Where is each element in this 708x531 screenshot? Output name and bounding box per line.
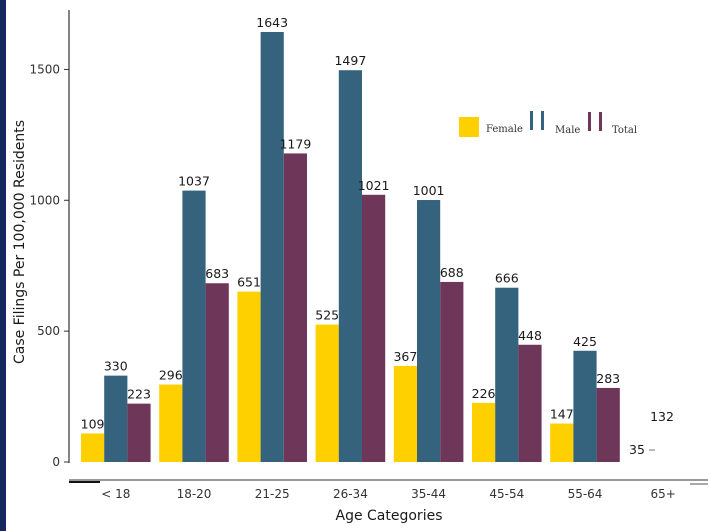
legend-swatch-male-a (530, 111, 533, 130)
data-label-male: 132 (650, 409, 674, 424)
bar-female (237, 291, 261, 462)
legend-swatch-total-a (588, 112, 591, 131)
legend-swatch-female (459, 117, 479, 137)
bar-male (260, 32, 284, 462)
data-label-total: 448 (518, 328, 542, 343)
x-tick-label: 45-54 (489, 487, 524, 501)
data-label-total: 283 (596, 371, 620, 386)
data-label-male: 666 (495, 271, 519, 286)
bar-male (495, 287, 519, 462)
data-label-female: 35 (629, 442, 645, 457)
bar-male (417, 200, 441, 462)
bar-male (182, 190, 206, 462)
legend-label-female: Female (486, 124, 523, 135)
legend-label-total: Total (612, 125, 637, 136)
data-label-total: 223 (127, 387, 151, 402)
y-tick-label: 0 (52, 455, 60, 469)
bar-female (472, 402, 496, 462)
data-label-male: 425 (573, 334, 597, 349)
bar-total (127, 403, 151, 462)
data-label-female: 651 (237, 275, 261, 290)
bar-male (104, 375, 128, 462)
bar-female (159, 384, 183, 462)
bar-male (573, 350, 597, 462)
data-label-male: 1001 (413, 183, 445, 198)
bar-female (393, 365, 417, 462)
left-border-strip (0, 0, 6, 531)
x-tick-label: 21-25 (255, 487, 290, 501)
legend-swatch-total-b (599, 112, 602, 131)
legend-swatch-male-b (541, 111, 544, 130)
x-tick-label: 65+ (651, 487, 676, 501)
bar-female (550, 423, 574, 462)
legend: Female Male Total (459, 111, 637, 137)
bar-total (283, 153, 307, 462)
data-label-female: 109 (81, 416, 105, 431)
data-label-female: 226 (472, 386, 496, 401)
bar-total (440, 281, 464, 462)
data-label-female: 147 (550, 407, 574, 422)
x-axis-title: Age Categories (336, 508, 443, 524)
y-tick-label: 1500 (29, 62, 60, 76)
x-tick-label: < 18 (101, 487, 130, 501)
y-tick-label: 1000 (29, 193, 60, 207)
y-tick-label: 500 (37, 324, 60, 338)
bar-total (596, 387, 620, 462)
data-label-female: 367 (393, 349, 417, 364)
data-label-male: 1643 (256, 15, 288, 30)
legend-label-male: Male (555, 125, 580, 136)
bar-female (315, 324, 339, 462)
data-label-female: 296 (159, 368, 183, 383)
data-label-male: 1497 (334, 53, 366, 68)
bar-female (81, 433, 105, 462)
data-label-male: 330 (104, 359, 128, 374)
y-axis-title: Case Filings Per 100,000 Residents (12, 120, 28, 364)
bar-total (205, 283, 229, 462)
bar-male (338, 70, 362, 463)
x-tick-label: 26-34 (333, 487, 368, 501)
data-label-total: 1021 (358, 178, 390, 193)
x-tick-label: 18-20 (177, 487, 212, 501)
bar-total (518, 344, 542, 462)
data-label-total: 683 (205, 266, 229, 281)
data-label-female: 525 (315, 308, 339, 323)
data-label-total: 688 (440, 265, 464, 280)
x-tick-label: 35-44 (411, 487, 446, 501)
data-label-total: 1179 (279, 136, 311, 151)
chart-marks: 0 500 1000 1500 < 18 109 330 223 18-20 296 1037 683… (29, 15, 675, 501)
data-label-male: 1037 (178, 174, 210, 189)
bar-total (362, 194, 386, 462)
x-tick-label: 55-64 (568, 487, 603, 501)
